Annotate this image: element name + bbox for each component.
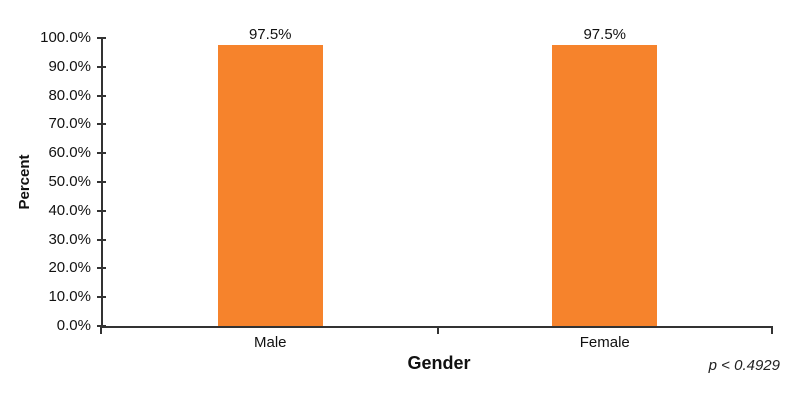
y-axis-tick-label: 40.0%: [48, 201, 91, 219]
y-axis-tick: [97, 296, 106, 299]
y-axis-line: [101, 38, 103, 328]
y-axis-tick: [97, 181, 106, 183]
x-category-label-male: Male: [253, 334, 287, 351]
y-axis-tick-label: 70.0%: [48, 115, 91, 133]
y-axis-tick: [97, 123, 106, 126]
y-axis-tick: [97, 94, 106, 97]
y-axis-tick-label: 60.0%: [48, 144, 91, 162]
y-axis-tick-label: 100.0%: [40, 29, 91, 46]
x-axis-tick: [100, 326, 102, 334]
y-axis-tick: [97, 267, 106, 270]
x-axis-tick: [436, 326, 439, 334]
y-axis-tick: [97, 209, 106, 212]
x-axis-title: Gender: [407, 353, 471, 373]
y-axis-tick-label: 50.0%: [48, 173, 91, 190]
x-axis-tick: [771, 326, 773, 334]
y-axis-tick-label: 0.0%: [56, 317, 91, 334]
y-axis-tick-label: 20.0%: [48, 259, 91, 277]
bar-value-label-male: 97.5%: [248, 26, 292, 44]
y-axis-tick-label: 30.0%: [48, 230, 91, 248]
y-axis-tick-label: 90.0%: [48, 57, 91, 75]
y-axis-tick: [97, 65, 106, 68]
p-value-annotation: p < 0.4929: [708, 357, 780, 374]
y-axis-tick: [97, 37, 106, 39]
bar-value-label-female: 97.5%: [583, 26, 627, 44]
bar-male: [217, 45, 323, 326]
y-axis-tick-label: 80.0%: [48, 86, 91, 104]
y-axis-tick-label: 10.0%: [48, 288, 91, 306]
y-axis-tick: [97, 238, 106, 241]
y-axis-tick: [97, 152, 106, 155]
bar-female: [552, 45, 658, 326]
x-category-label-female: Female: [579, 334, 630, 351]
